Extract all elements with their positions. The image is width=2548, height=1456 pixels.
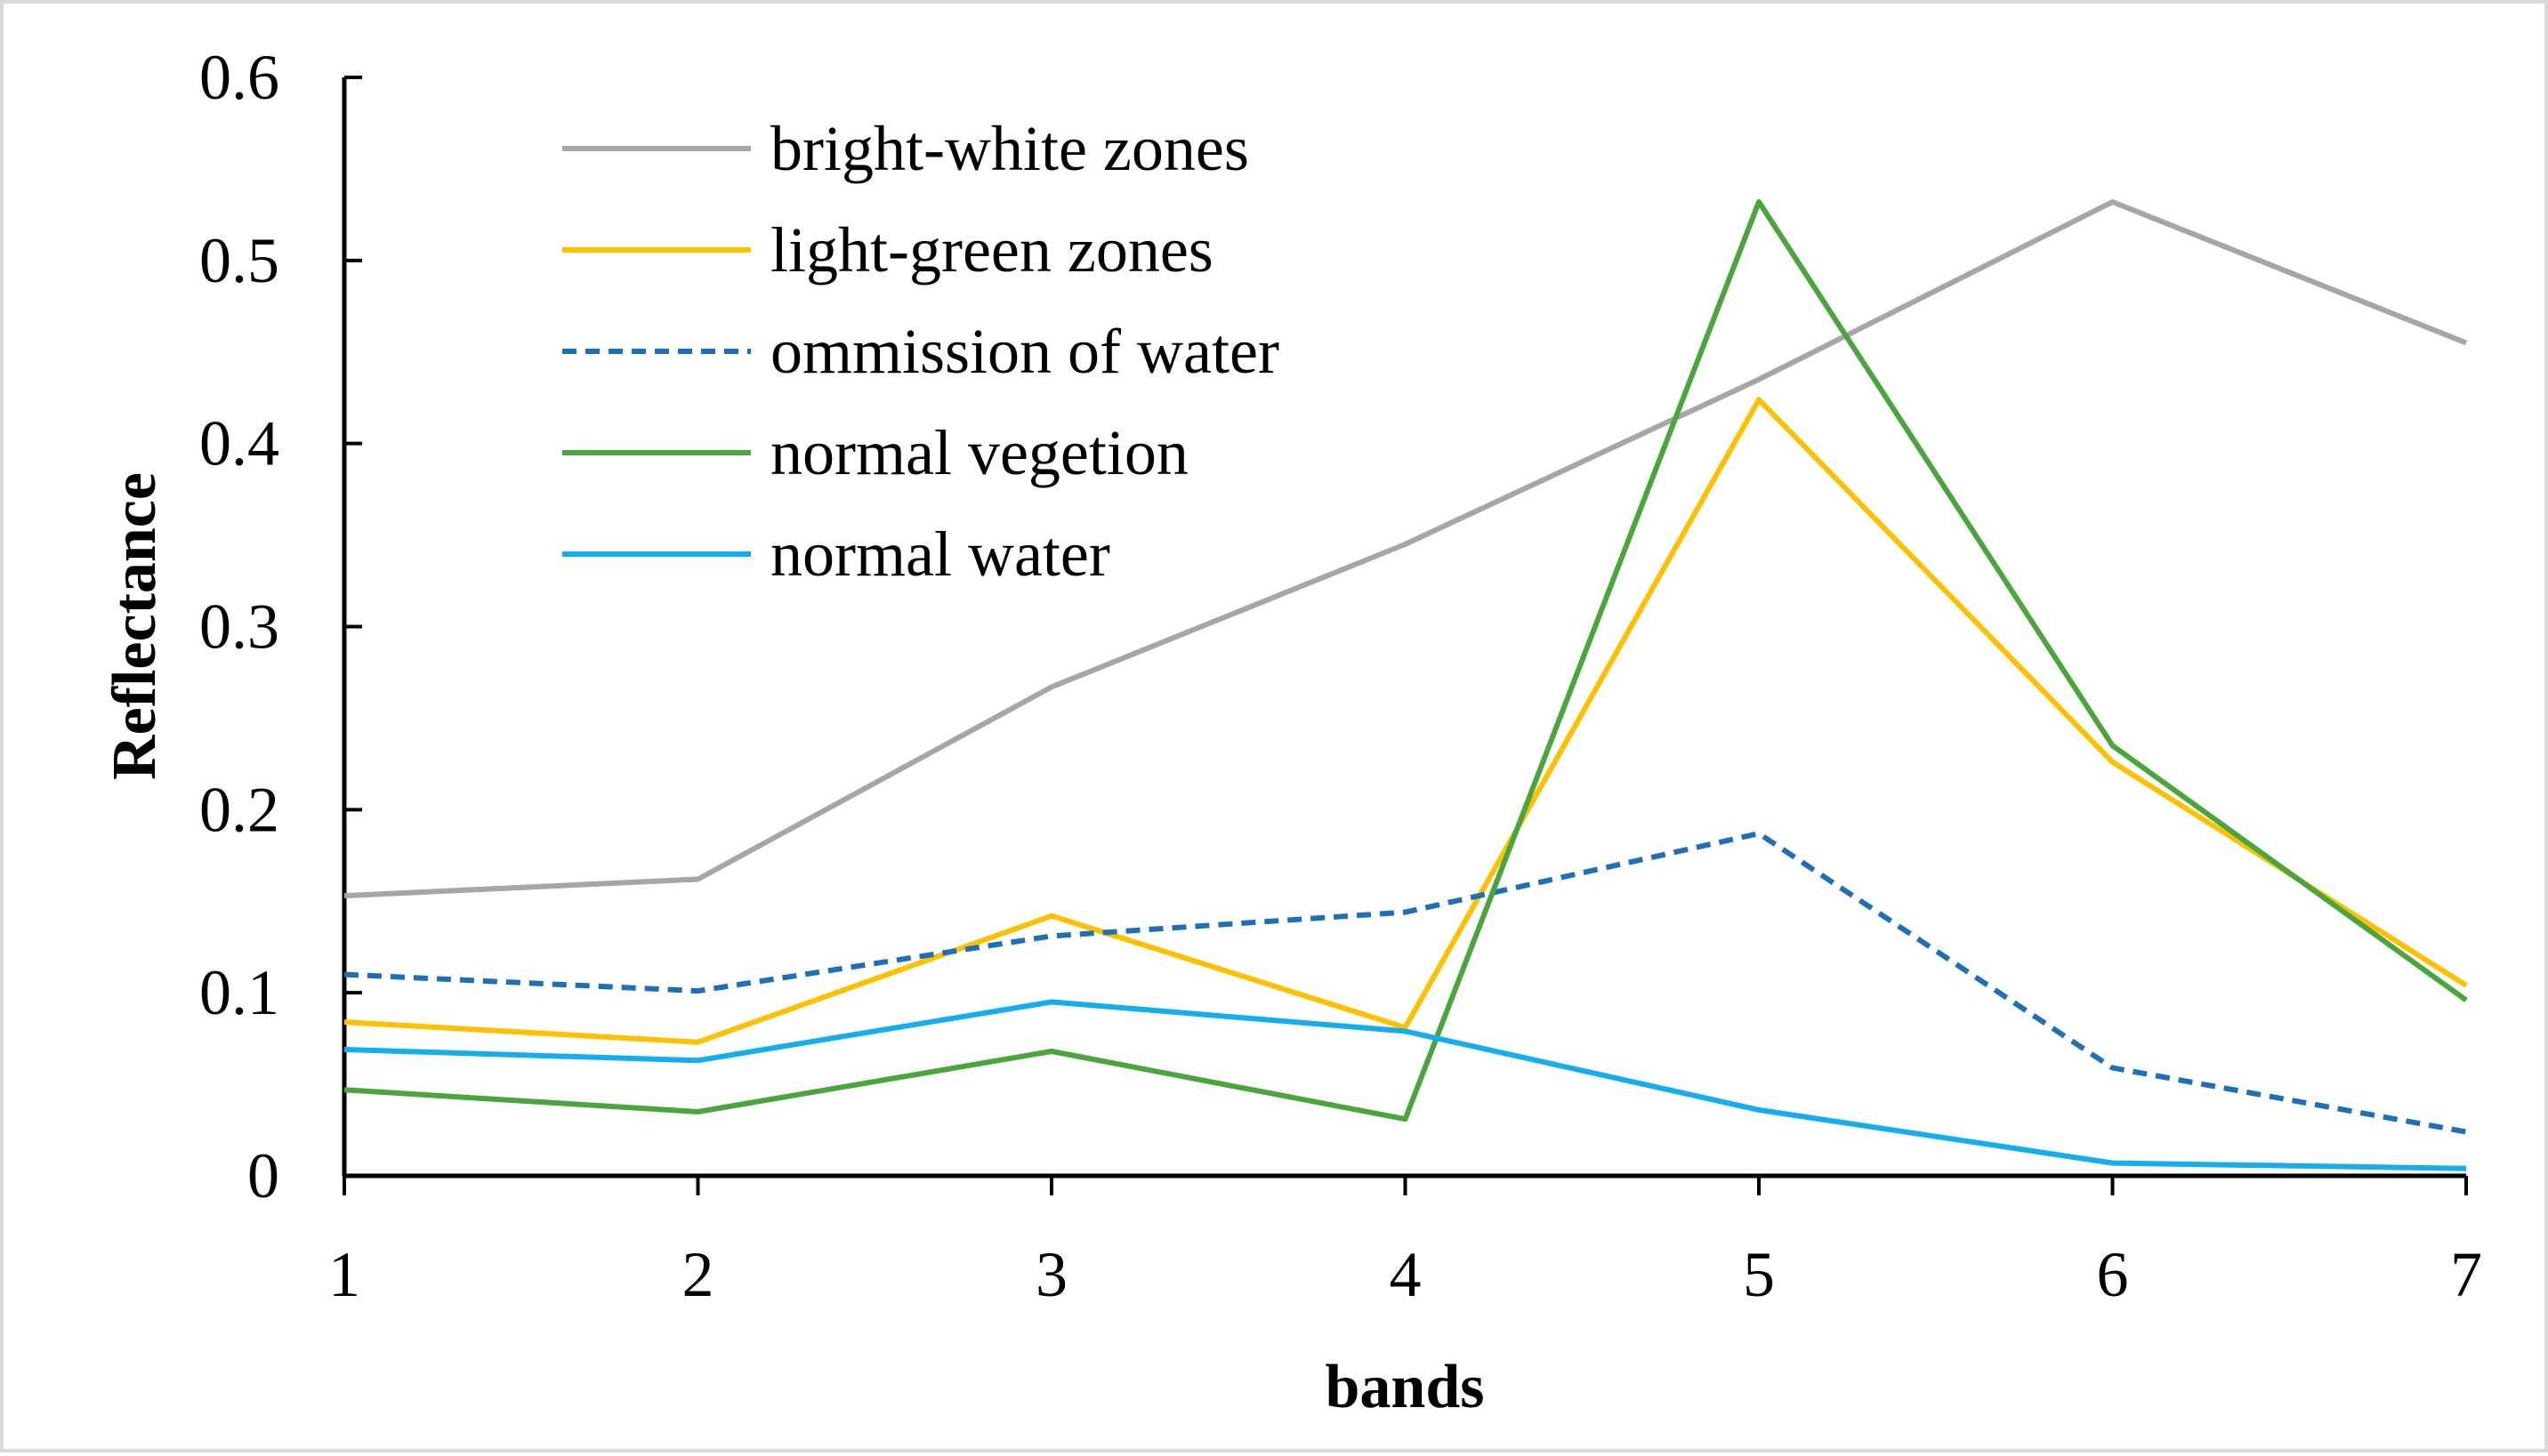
series-lines: [343, 199, 2468, 1171]
series-line-bright-white-zones: [343, 199, 2468, 899]
legend-label-light-green-zones: light-green zones: [770, 214, 1214, 286]
y-tick-label: 0.5: [199, 225, 279, 296]
y-tick-label: 0: [247, 1140, 279, 1211]
x-tick-label: 1: [328, 1239, 360, 1310]
x-tick-label: 4: [1390, 1239, 1422, 1310]
legend-label-bright-white-zones: bright-white zones: [770, 113, 1249, 184]
legend: bright-white zones light-green zones ommis…: [562, 113, 1279, 590]
x-tick-label: 5: [1743, 1239, 1775, 1310]
legend-label-ommission-of-water: ommission of water: [770, 316, 1279, 387]
series-line-normal-water: [343, 999, 2467, 1171]
series-line-ommission-of-water: [343, 831, 2467, 1135]
legend-label-normal-water: normal water: [770, 519, 1110, 590]
y-tick-label: 0.2: [199, 774, 279, 845]
legend-label-normal-vegetion: normal vegetion: [770, 417, 1189, 488]
x-tick-label: 2: [682, 1239, 714, 1310]
x-tick-label: 7: [2450, 1239, 2482, 1310]
x-tick-label: 3: [1036, 1239, 1068, 1310]
series-line-light-green-zones: [343, 397, 2468, 1045]
y-tick-label: 0.4: [199, 408, 279, 479]
series-line-normal-vegetion: [343, 199, 2468, 1122]
y-axis-title: Reflectance: [101, 472, 169, 780]
y-tick-label: 0.1: [199, 957, 279, 1028]
y-tick-label: 0.6: [199, 42, 279, 113]
line-chart: 0 0.1 0.2 0.3 0.4 0.5 0.6 1 2 3 4 5 6 7 bright-white …: [101, 42, 2482, 1421]
x-tick-label: 6: [2097, 1239, 2129, 1310]
axes: 0 0.1 0.2 0.3 0.4 0.5 0.6 1 2 3 4 5 6 7: [199, 42, 2482, 1310]
x-axis-title: bands: [1325, 1353, 1484, 1421]
y-tick-label: 0.3: [199, 591, 279, 663]
